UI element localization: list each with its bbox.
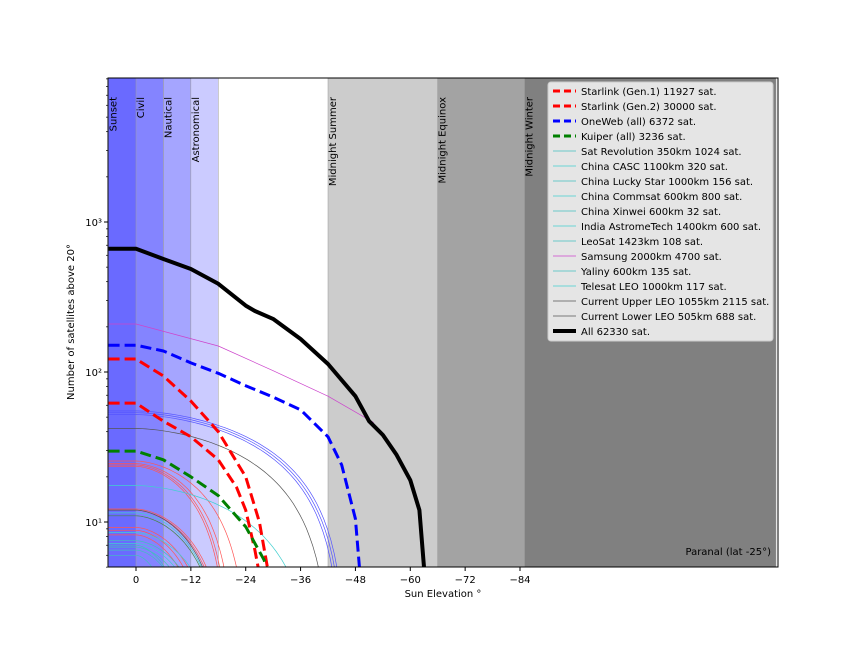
x-tick-label: 0 (133, 575, 139, 586)
legend-entry-label: Telesat LEO 1000km 117 sat. (580, 282, 727, 293)
y-tick-label: 10³ (85, 218, 102, 229)
band-label: Midnight Equinox (438, 97, 449, 184)
band-sunset (108, 78, 136, 567)
band-label: Nautical (163, 97, 174, 138)
trace-line (108, 465, 218, 567)
trace-line (108, 534, 179, 567)
legend-entry-label: India AstromeTech 1400km 600 sat. (581, 222, 761, 233)
x-tick-label: −84 (509, 575, 530, 586)
series-line-8 (108, 554, 153, 567)
band-civil (135, 78, 164, 567)
trace-line (108, 529, 184, 567)
series-line-10 (108, 546, 170, 567)
x-tick-label: −12 (180, 575, 201, 586)
legend-entry-label: Current Upper LEO 1055km 2115 sat. (581, 297, 769, 308)
legend-entry-label: Samsung 2000km 4700 sat. (581, 252, 722, 263)
band-label: Midnight Summer (328, 96, 339, 186)
legend: Starlink (Gen.1) 11927 sat. Starlink (Gen… (547, 81, 774, 342)
x-tick-label: −48 (345, 575, 366, 586)
legend-entry-label: Starlink (Gen.1) 11927 sat. (581, 87, 717, 98)
series-line-5 (108, 485, 287, 567)
x-axis-label: Sun Elevation ° (405, 589, 482, 600)
y-tick-label: 10² (85, 368, 102, 379)
site-annotation: Paranal (lat -25°) (685, 547, 771, 558)
series-line-14 (108, 428, 319, 567)
band-label: Midnight Winter (525, 96, 536, 177)
series-line-11 (108, 323, 374, 423)
series-line-12 (108, 549, 164, 567)
plot-frame (107, 77, 779, 568)
band-label: Civil (136, 97, 147, 118)
y-axis-label: Number of satellites above 20° (66, 244, 77, 400)
trace-line (108, 414, 333, 567)
legend-entry-label: All 62330 sat. (581, 327, 650, 338)
legend-entry-label: China Xinwei 600km 32 sat. (581, 207, 721, 218)
series-line-3 (108, 449, 268, 567)
series-line-4 (108, 544, 165, 567)
legend-entry-label: Starlink (Gen.2) 30000 sat. (581, 102, 717, 113)
legend-box (547, 81, 774, 342)
series-line-9 (108, 532, 191, 567)
series-line-13 (108, 543, 176, 567)
trace-line (108, 527, 189, 567)
legend-entry-label: LeoSat 1423km 108 sat. (581, 237, 703, 248)
trace-line (108, 412, 335, 567)
legend-entry-label: China Commsat 600km 800 sat. (581, 192, 742, 203)
x-tick-label: −36 (290, 575, 311, 586)
axes: 0 −12 −24 −36 −48 −60 −72 −84 10³ 10² 10¹ (85, 78, 531, 586)
x-tick-label: −24 (235, 575, 256, 586)
x-tick-label: −60 (400, 575, 421, 586)
series-line-1 (108, 357, 269, 567)
series-curves (108, 246, 427, 567)
series-line-7 (108, 512, 202, 567)
legend-entry-label: Yaliny 600km 135 sat. (580, 267, 691, 278)
trace-line (108, 463, 225, 567)
band-label: Sunset (109, 97, 120, 131)
legend-entry-label: OneWeb (all) 6372 sat. (581, 117, 696, 128)
trace-line (108, 508, 207, 567)
trace-line (108, 515, 201, 567)
y-tick-label: 10¹ (85, 518, 102, 529)
band-midnight-equinox (437, 78, 525, 567)
band-label: Astronomical (191, 97, 202, 162)
series-line-2 (108, 343, 361, 567)
trace-line (108, 460, 237, 567)
series-line-15 (108, 509, 203, 567)
legend-entry-label: Sat Revolution 350km 1024 sat. (581, 147, 742, 158)
legend-entry-label: China CASC 1100km 320 sat. (581, 162, 728, 173)
legend-entry-label: China Lucky Star 1000km 156 sat. (581, 177, 753, 188)
x-tick-label: −72 (455, 575, 476, 586)
legend-entry-label: Current Lower LEO 505km 688 sat. (581, 312, 756, 323)
series-line-0 (108, 401, 260, 567)
trace-line (108, 464, 220, 567)
series-line-6 (108, 540, 180, 567)
series-line-16 (108, 246, 427, 567)
legend-entry-label: Kuiper (all) 3236 sat. (581, 132, 686, 143)
band-midnight-summer (327, 78, 438, 567)
trace-line (108, 410, 338, 567)
band-labels: Sunset Civil Nautical Astronomical Midnight … (109, 96, 536, 186)
